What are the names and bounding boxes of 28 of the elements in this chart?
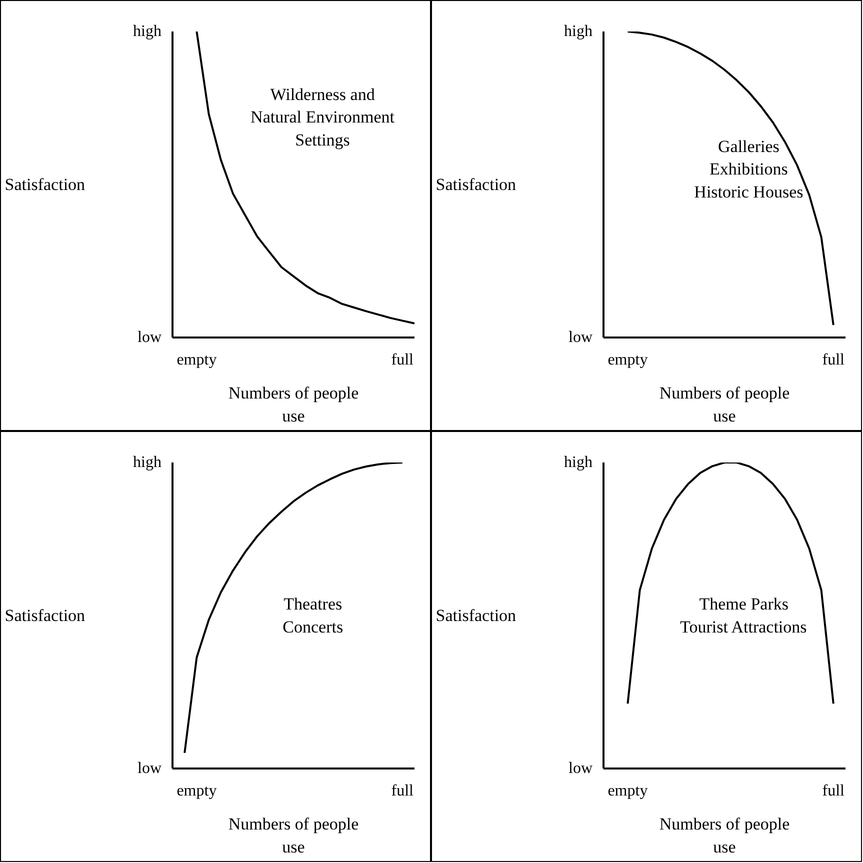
x-tick-label: empty (176, 352, 217, 368)
x-tick-label: empty (176, 782, 217, 800)
x-axis-title: Numbers of people use (228, 384, 359, 426)
y-axis-title: Satisfaction (4, 175, 86, 194)
annotation: Galleries Exhibitions Historic Houses (694, 136, 804, 202)
annotation: Theatres Concerts (282, 594, 344, 636)
x-tick-label: full (391, 352, 414, 368)
x-tick-label: empty (608, 782, 648, 800)
annotation: Wilderness and Natural Environment Settings (250, 84, 395, 150)
x-tick-label: empty (608, 352, 648, 368)
y-axis-title: Satisfaction (436, 606, 517, 625)
x-axis-title: Numbers of people use (659, 384, 790, 426)
text: high (564, 23, 593, 40)
text: high (564, 454, 593, 471)
text: low (138, 760, 162, 777)
text: low (568, 329, 593, 346)
text: low (138, 329, 162, 346)
x-axis-title: Numbers of people use (659, 814, 790, 856)
y-axis-title: Satisfaction (436, 175, 517, 194)
text: high (133, 23, 162, 40)
text: low (568, 760, 593, 777)
y-axis-title: Satisfaction (4, 606, 86, 625)
x-tick-label: full (391, 782, 414, 800)
x-tick-label: full (822, 352, 846, 368)
annotation: Theme Parks Tourist Attractions (680, 594, 807, 636)
text: high (133, 454, 162, 471)
x-axis-title: Numbers of people use (228, 814, 359, 856)
x-tick-label: full (822, 782, 846, 800)
